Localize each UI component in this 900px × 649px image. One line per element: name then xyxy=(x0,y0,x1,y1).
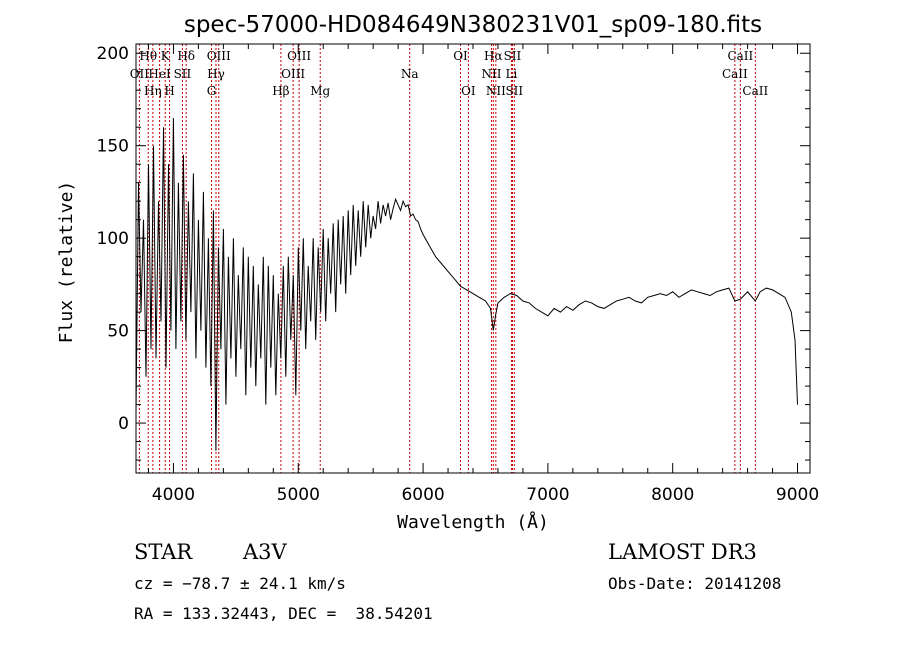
spectral-line-label: CaII xyxy=(742,84,768,98)
spectral-line-label: Li xyxy=(506,67,518,81)
spectral-line-label: OI xyxy=(453,49,468,63)
spectral-line-label: Mg xyxy=(310,84,330,98)
spectral-line-label: Hβ xyxy=(272,84,289,98)
spectral-line-label: Hγ xyxy=(207,67,225,81)
x-tick-label: 5000 xyxy=(277,485,320,505)
spectral-line-label: Hθ xyxy=(139,49,157,63)
spectral-line-label: OIII xyxy=(281,67,305,81)
spectral-line-label: G xyxy=(207,84,217,98)
plot-frame xyxy=(135,43,811,474)
spectral-line-label: SII xyxy=(505,84,523,98)
y-axis-label: Flux (relative) xyxy=(56,181,77,344)
spectral-line-label: NII xyxy=(486,84,506,98)
y-tick-label: 150 xyxy=(97,137,129,157)
y-tick-label: 0 xyxy=(118,414,129,434)
spectral-line-label: Hη xyxy=(144,84,162,98)
x-axis-label: Wavelength (Å) xyxy=(397,511,549,533)
spectral-line-label: OI xyxy=(461,84,476,98)
spectral-line-label: NII xyxy=(481,67,501,81)
spectrum-line xyxy=(135,117,798,451)
spectral-line-label: OII xyxy=(130,67,150,81)
spectral-line-label: Na xyxy=(401,67,419,81)
spectral-line-label: OIII xyxy=(207,49,231,63)
ra-dec-coordinates: RA = 133.32443, DEC = 38.54201 xyxy=(134,604,433,623)
spectral-line-label: CaII xyxy=(727,49,753,63)
x-tick-label: 7000 xyxy=(526,485,569,505)
spectral-line-label: SII xyxy=(174,67,192,81)
observation-date: Obs-Date: 20141208 xyxy=(608,574,782,593)
spectral-line-label: Hδ xyxy=(177,49,195,63)
redshift-velocity: cz = −78.7 ± 24.1 km/s xyxy=(134,574,346,593)
spectral-line-label: Hα xyxy=(484,49,503,63)
spectral-line-label: SII xyxy=(504,49,522,63)
chart-title: spec-57000-HD084649N380231V01_sp09-180.f… xyxy=(184,12,762,38)
x-tick-label: 6000 xyxy=(401,485,444,505)
spectral-line-label: CaII xyxy=(722,67,748,81)
object-class: STAR xyxy=(134,540,193,564)
object-subclass: A3V xyxy=(243,540,287,564)
spectral-line-labels: OIIHθHηHeIKHSIIHδGHγOIIIHβOIIIOIIIMgNaOI… xyxy=(130,49,769,98)
y-tick-label: 50 xyxy=(107,322,129,342)
spectral-line-label: H xyxy=(164,84,174,98)
y-tick-label: 200 xyxy=(97,44,129,64)
spectral-line-markers xyxy=(138,44,756,473)
x-tick-label: 9000 xyxy=(776,485,819,505)
spectral-line-label: K xyxy=(161,49,171,63)
x-tick-label: 8000 xyxy=(651,485,694,505)
survey-name: LAMOST DR3 xyxy=(608,540,757,564)
axis-ticks: 4000 5000 6000 7000 8000 9000 0 50 100 150 200 xyxy=(97,44,819,505)
x-tick-label: 4000 xyxy=(152,485,195,505)
y-tick-label: 100 xyxy=(97,229,129,249)
spectral-line-label: HeI xyxy=(148,67,171,81)
spectral-line-label: OIII xyxy=(287,49,311,63)
